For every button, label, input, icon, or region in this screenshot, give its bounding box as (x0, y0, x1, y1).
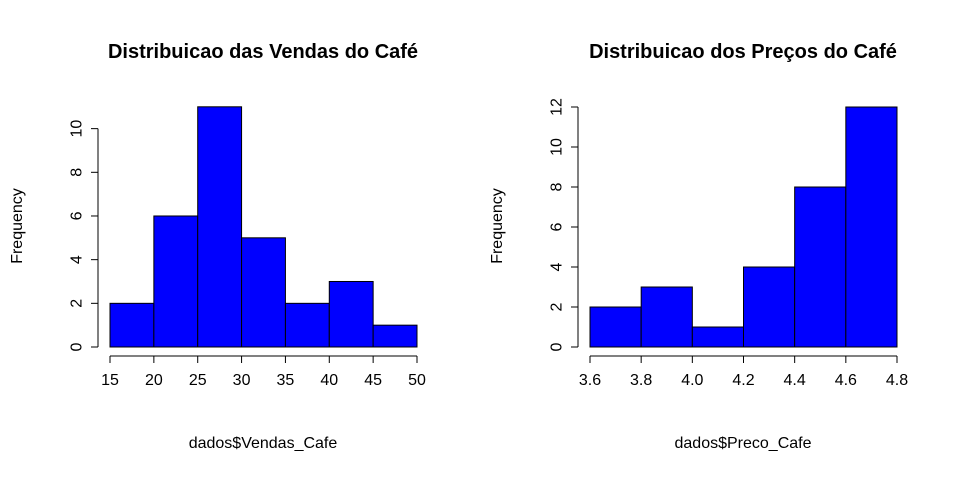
x-tick-label: 4.8 (886, 372, 908, 389)
histogram-bar (241, 237, 286, 348)
x-tick-label: 4.6 (835, 372, 857, 389)
x-tick-label: 40 (320, 372, 338, 389)
x-axis: 3.6 3.8 4.0 4.2 4.4 4.6 4.8 (579, 355, 908, 389)
bars (589, 106, 898, 348)
x-tick-label: 20 (145, 372, 163, 389)
x-tick-label: 35 (277, 372, 295, 389)
y-tick-label: 12 (549, 98, 566, 116)
x-axis-label: dados$Vendas_Cafe (189, 435, 338, 452)
histogram-bar (372, 324, 418, 348)
x-axis-label: dados$Preco_Cafe (675, 435, 812, 452)
y-tick-label: 6 (549, 222, 566, 231)
bars (109, 106, 418, 348)
y-tick-label: 4 (549, 262, 566, 271)
chart-title: Distribuicao das Vendas do Café (108, 41, 418, 63)
x-tick-label: 25 (189, 372, 207, 389)
y-tick-label: 10 (549, 138, 566, 156)
histogram-bar (743, 266, 796, 348)
x-tick-label: 4.4 (784, 372, 806, 389)
histogram-bar (328, 280, 374, 348)
histogram-bar (109, 302, 155, 348)
histogram-bar (284, 302, 330, 348)
x-tick-label: 50 (408, 372, 426, 389)
x-axis: 15 20 25 30 35 40 45 50 (101, 355, 426, 389)
y-tick-label: 0 (69, 342, 86, 351)
histogram-bar (794, 186, 847, 348)
chart-title: Distribuicao dos Preços do Café (589, 41, 897, 63)
histogram-bar (640, 286, 693, 348)
y-tick-label: 10 (69, 120, 86, 138)
y-tick-label: 6 (69, 211, 86, 220)
x-tick-label: 3.6 (579, 372, 601, 389)
histogram-bar (589, 306, 642, 348)
histogram-vendas: Distribuicao das Vendas do Café dados$Ve… (9, 41, 426, 452)
y-tick-label: 0 (549, 342, 566, 351)
y-axis-label: Frequency (489, 188, 506, 264)
x-tick-label: 3.8 (630, 372, 652, 389)
x-tick-label: 15 (101, 372, 119, 389)
y-tick-label: 8 (549, 182, 566, 191)
histogram-bar (153, 215, 199, 348)
histogram-bar (691, 326, 744, 348)
y-axis-label: Frequency (9, 188, 26, 264)
y-tick-label: 2 (549, 302, 566, 311)
x-tick-label: 45 (364, 372, 382, 389)
y-tick-label: 8 (69, 168, 86, 177)
y-tick-label: 2 (69, 299, 86, 308)
histogram-precos: Distribuicao dos Preços do Café dados$Pr… (489, 41, 908, 452)
x-tick-label: 30 (233, 372, 251, 389)
y-axis: 0 2 4 6 8 10 (69, 120, 99, 351)
histogram-bar (197, 106, 243, 348)
x-tick-label: 4.2 (732, 372, 754, 389)
x-tick-label: 4.0 (681, 372, 703, 389)
histogram-bar (845, 106, 898, 348)
y-tick-label: 4 (69, 255, 86, 264)
y-axis: 0 2 4 6 8 10 12 (549, 98, 579, 351)
